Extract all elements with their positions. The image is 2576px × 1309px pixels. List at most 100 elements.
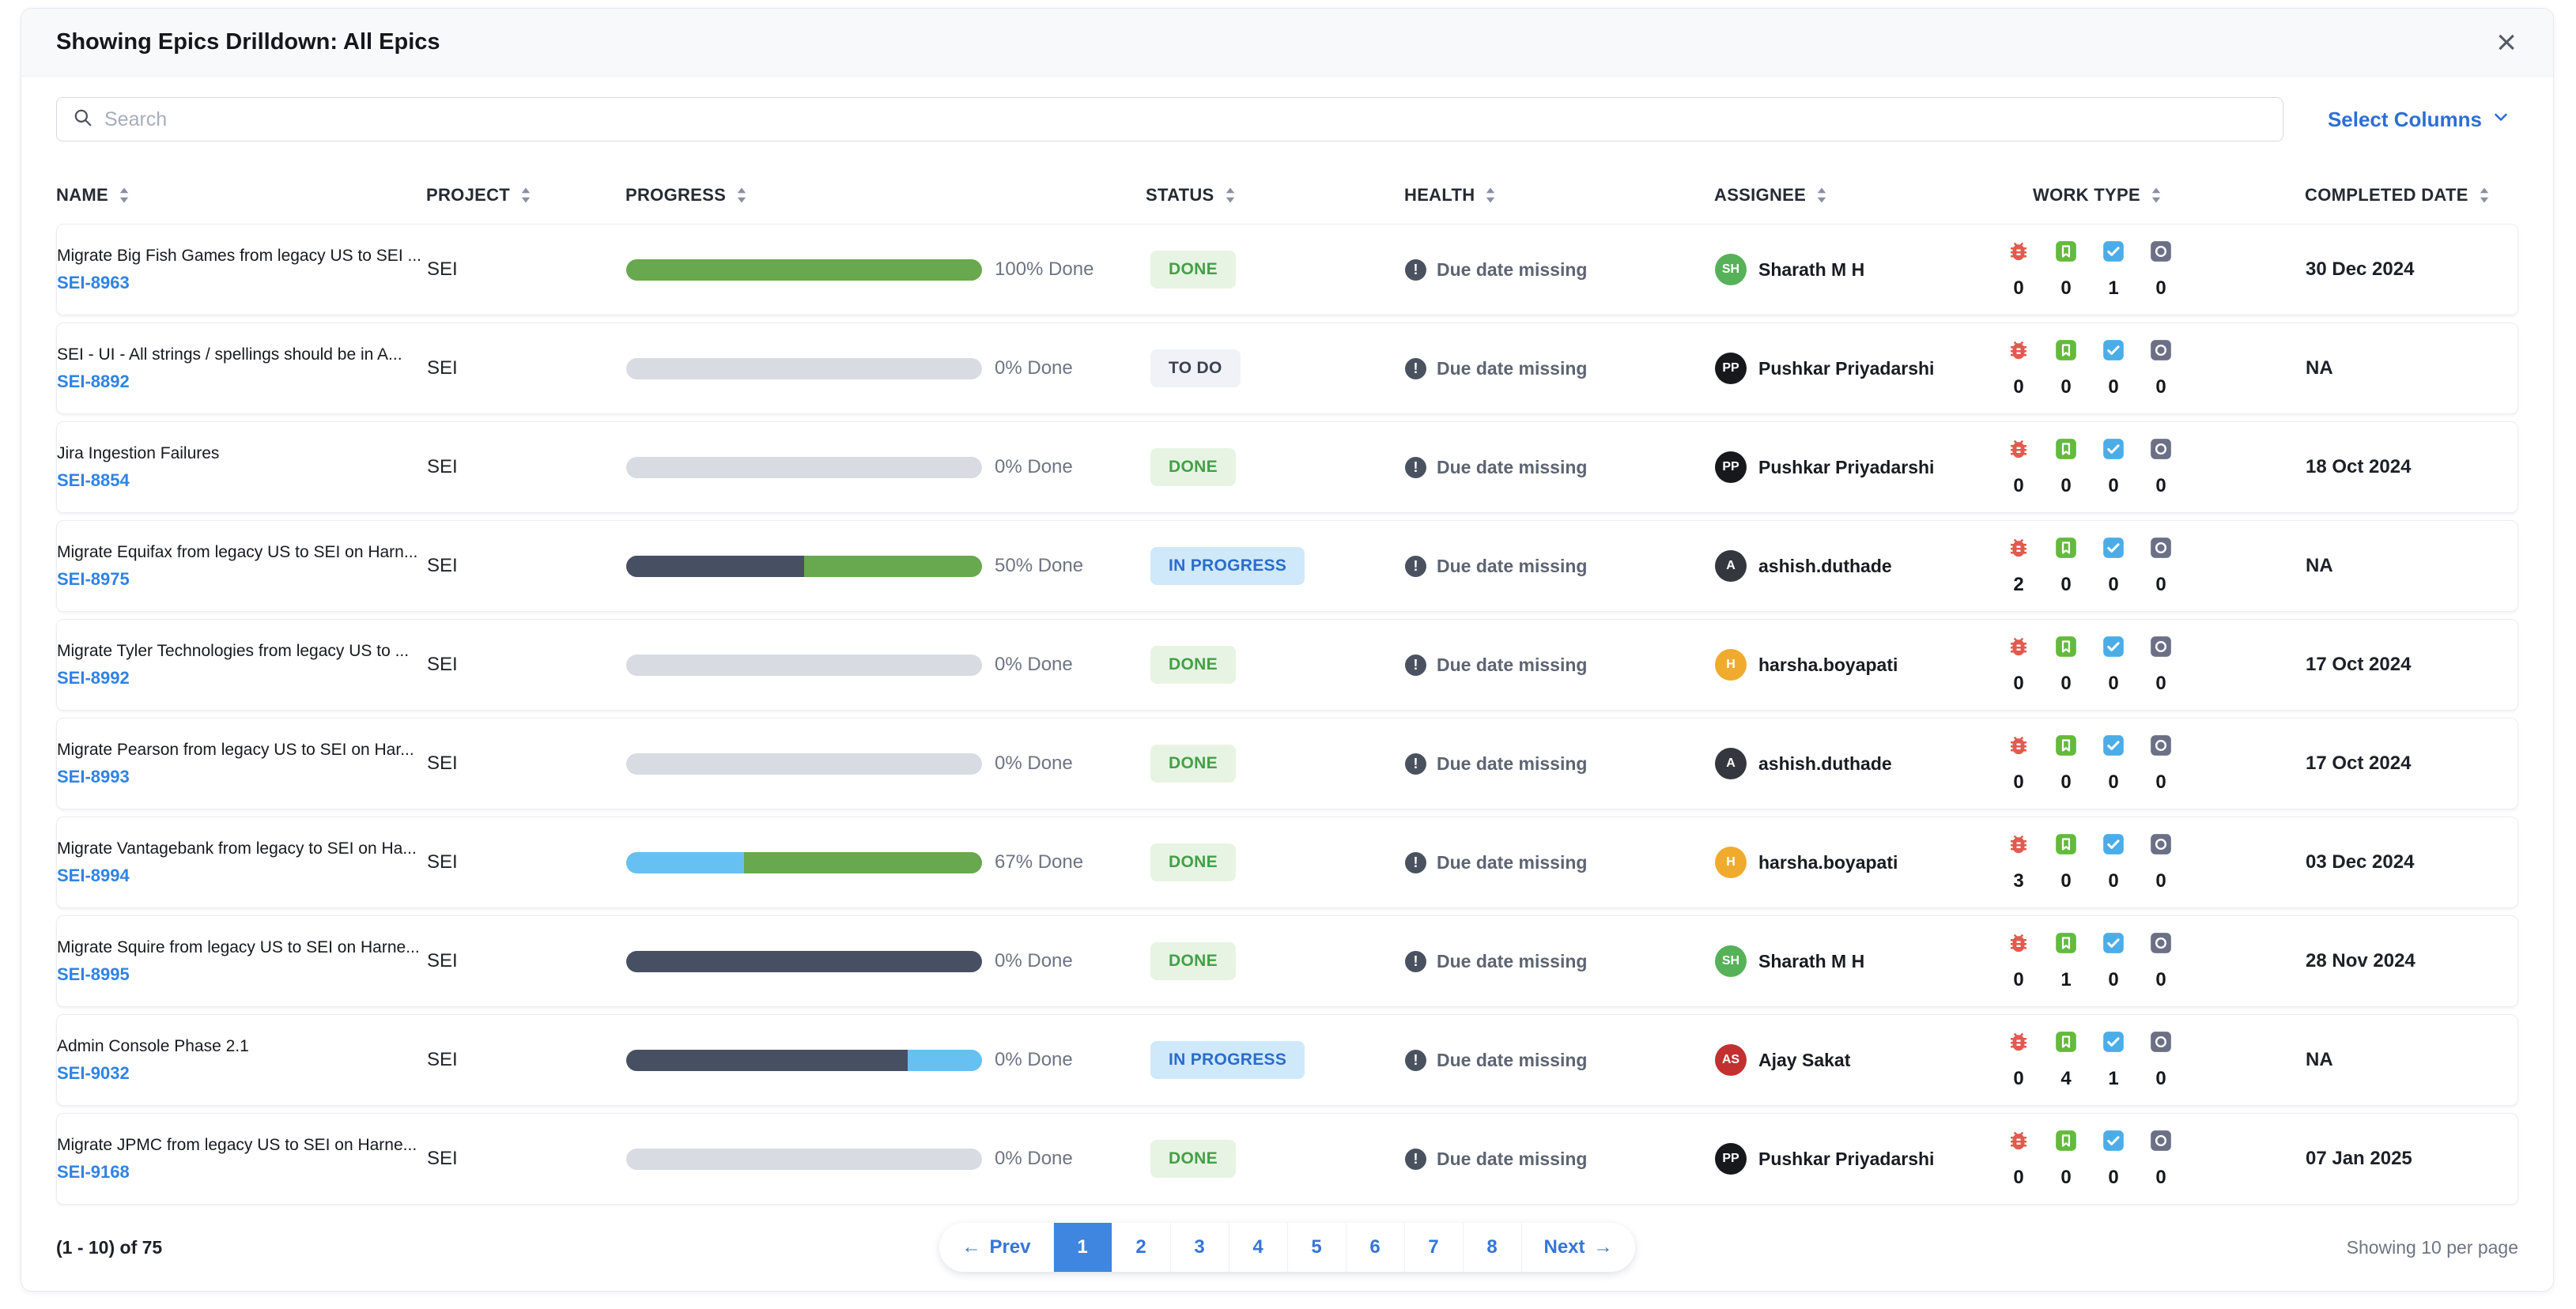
bug-count: 2 <box>2013 574 2024 595</box>
page-button-2[interactable]: 2 <box>1111 1223 1170 1272</box>
next-page-button[interactable]: Next → <box>1520 1223 1635 1272</box>
other-worktype-icon <box>2149 240 2173 263</box>
completed-date-cell: NA <box>2306 357 2333 379</box>
progress-label: 100% Done <box>995 258 1094 280</box>
close-icon[interactable]: × <box>2496 22 2517 62</box>
table-row[interactable]: Migrate Pearson from legacy US to SEI on… <box>56 718 2518 809</box>
column-label: NAME <box>56 185 108 205</box>
table-row[interactable]: Admin Console Phase 2.1 SEI-9032 SEI 0% … <box>56 1014 2518 1106</box>
progress-cell: 0% Done <box>626 1049 1146 1071</box>
page-button-5[interactable]: 5 <box>1286 1223 1346 1272</box>
search-box[interactable] <box>56 97 2283 141</box>
exclamation-circle-icon: ! <box>1405 258 1426 281</box>
column-header-completed[interactable]: COMPLETED DATE <box>2286 185 2520 206</box>
progress-label: 0% Done <box>995 654 1073 675</box>
assignee-name: ashish.duthade <box>1758 753 1892 774</box>
story-icon <box>2054 338 2078 362</box>
column-label: WORK TYPE <box>2033 185 2140 205</box>
assignee-cell: PP Pushkar Priyadarshi <box>1715 353 2002 384</box>
table-row[interactable]: Migrate Vantagebank from legacy to SEI o… <box>56 817 2518 908</box>
epic-key-link[interactable]: SEI-8992 <box>57 667 130 688</box>
page-button-6[interactable]: 6 <box>1345 1223 1404 1272</box>
bug-count: 0 <box>2013 673 2024 694</box>
health-text: Due date missing <box>1437 851 1588 873</box>
progress-bar <box>626 258 982 281</box>
project-cell: SEI <box>427 555 458 576</box>
column-header-name[interactable]: NAME <box>56 185 426 206</box>
page-button-3[interactable]: 3 <box>1169 1223 1229 1272</box>
health-text: Due date missing <box>1437 753 1588 774</box>
other-count: 0 <box>2155 1167 2166 1188</box>
column-header-worktype[interactable]: WORK TYPE <box>2001 185 2286 206</box>
arrow-right-icon: → <box>1593 1236 1613 1258</box>
avatar: H <box>1715 649 1747 681</box>
avatar: AS <box>1715 1044 1747 1076</box>
other-worktype-icon <box>2149 635 2173 658</box>
progress-cell: 0% Done <box>626 1148 1146 1170</box>
column-label: ASSIGNEE <box>1714 185 1807 205</box>
epic-key-link[interactable]: SEI-9168 <box>57 1161 130 1182</box>
health-cell: ! Due date missing <box>1405 851 1715 873</box>
sort-icon <box>737 187 746 203</box>
work-type-cell: 0 0 0 0 <box>2002 437 2287 497</box>
epic-title: Jira Ingestion Failures <box>57 443 220 462</box>
page-button-7[interactable]: 7 <box>1403 1223 1463 1272</box>
column-header-health[interactable]: HEALTH <box>1404 185 1714 206</box>
page-button-1[interactable]: 1 <box>1052 1223 1112 1272</box>
progress-bar <box>626 654 982 676</box>
search-input[interactable] <box>104 108 2267 131</box>
epic-key-link[interactable]: SEI-8975 <box>57 568 130 589</box>
epic-key-link[interactable]: SEI-8963 <box>57 272 130 292</box>
table-row[interactable]: Migrate Big Fish Games from legacy US to… <box>56 224 2518 315</box>
epic-key-link[interactable]: SEI-8854 <box>57 470 130 490</box>
health-text: Due date missing <box>1437 456 1588 477</box>
status-cell: DONE <box>1146 942 1405 980</box>
assignee-cell: H harsha.boyapati <box>1715 847 2002 878</box>
epic-key-link[interactable]: SEI-8995 <box>57 964 130 984</box>
health-cell: ! Due date missing <box>1405 357 1715 379</box>
page-button-8[interactable]: 8 <box>1462 1223 1521 1272</box>
other-count: 0 <box>2155 870 2166 892</box>
select-columns-button[interactable]: Select Columns <box>2328 108 2510 132</box>
column-header-progress[interactable]: PROGRESS <box>625 185 1146 206</box>
avatar: PP <box>1715 1143 1747 1175</box>
other-count: 0 <box>2155 1068 2166 1089</box>
assignee-cell: H harsha.boyapati <box>1715 649 2002 681</box>
prev-page-button[interactable]: ← Prev <box>939 1223 1053 1272</box>
bug-icon <box>2007 931 2030 955</box>
epic-key-link[interactable]: SEI-8994 <box>57 865 130 885</box>
column-header-assignee[interactable]: ASSIGNEE <box>1714 185 2001 206</box>
table-row[interactable]: Migrate Equifax from legacy US to SEI on… <box>56 520 2518 612</box>
table-row[interactable]: Migrate Tyler Technologies from legacy U… <box>56 619 2518 711</box>
exclamation-circle-icon: ! <box>1405 950 1426 972</box>
story-icon <box>2054 437 2078 461</box>
page-button-4[interactable]: 4 <box>1228 1223 1287 1272</box>
progress-cell: 0% Done <box>626 456 1146 478</box>
table-row[interactable]: SEI - UI - All strings / spellings shoul… <box>56 323 2518 414</box>
status-badge: IN PROGRESS <box>1150 547 1305 585</box>
other-count: 0 <box>2155 771 2166 793</box>
epic-key-link[interactable]: SEI-8892 <box>57 371 130 391</box>
completed-date-cell: 28 Nov 2024 <box>2306 950 2415 971</box>
column-header-project[interactable]: PROJECT <box>426 185 625 206</box>
status-cell: IN PROGRESS <box>1146 1041 1405 1079</box>
table-row[interactable]: Migrate Squire from legacy US to SEI on … <box>56 915 2518 1007</box>
progress-label: 0% Done <box>995 456 1073 477</box>
progress-label: 50% Done <box>995 555 1084 576</box>
story-icon <box>2054 931 2078 955</box>
table-row[interactable]: Migrate JPMC from legacy US to SEI on Ha… <box>56 1113 2518 1205</box>
epic-key-link[interactable]: SEI-8993 <box>57 766 130 787</box>
progress-segment <box>626 1049 908 1071</box>
task-icon <box>2102 437 2125 461</box>
story-count: 0 <box>2060 870 2072 892</box>
progress-bar <box>626 851 982 873</box>
table-row[interactable]: Jira Ingestion Failures SEI-8854 SEI 0% … <box>56 421 2518 513</box>
story-icon <box>2054 1030 2078 1054</box>
column-header-status[interactable]: STATUS <box>1146 185 1404 206</box>
epic-key-link[interactable]: SEI-9032 <box>57 1062 130 1083</box>
project-cell: SEI <box>427 1049 458 1070</box>
story-count: 0 <box>2060 376 2072 398</box>
status-badge: DONE <box>1150 251 1236 289</box>
